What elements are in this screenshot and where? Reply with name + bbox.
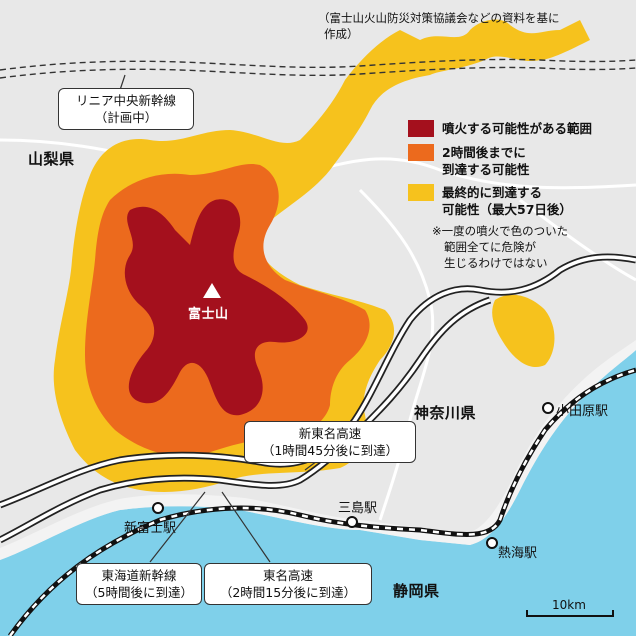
legend-item-crater: 噴火する可能性がある範囲 <box>408 120 592 137</box>
legend-note: ※一度の噴火で色のついた 範囲全てに危険が 生じるわけではない <box>432 224 569 270</box>
final-reach-zone-east <box>492 294 555 368</box>
legend-swatch-final <box>408 184 434 201</box>
tomei-callout-line1: 東名高速 <box>262 568 313 583</box>
leader-line <box>221 491 271 563</box>
source-note-line2: 作成） <box>324 27 359 41</box>
linear-shinkansen-line <box>0 66 636 79</box>
station-label-shinfuji: 新富士駅 <box>124 521 177 536</box>
station-dot-icon <box>152 502 164 514</box>
tomei-callout: 東名高速 （2時間15分後に到達） <box>204 563 372 605</box>
source-note-line1: （富士山火山防災対策協議会などの資料を基に <box>318 11 560 25</box>
shintomei-callout: 新東名高速 （1時間45分後に到達） <box>244 421 416 463</box>
legend-item-final: 最終的に到達する 可能性（最大57日後） <box>408 184 572 218</box>
station-label-odawara: 小田原駅 <box>556 404 609 419</box>
crater-zone <box>124 199 308 416</box>
tokaido-callout-line1: 東海道新幹線 <box>101 568 177 583</box>
legend-item-two-hour: 2時間後までに 到達する可能性 <box>408 144 530 178</box>
tomei-expressway-inner <box>0 298 491 542</box>
station-dot-icon <box>486 537 498 549</box>
legend-swatch-crater <box>408 120 434 137</box>
station-label-mishima: 三島駅 <box>338 501 378 516</box>
linear-callout-line2: （計画中） <box>94 110 158 125</box>
place-label-fujisan: 富士山 <box>188 307 229 322</box>
place-label-yamanashi: 山梨県 <box>28 150 75 168</box>
linear-shinkansen-callout: リニア中央新幹線 （計画中） <box>58 88 194 130</box>
scale-label: 10km <box>552 598 586 612</box>
shintomei-callout-line1: 新東名高速 <box>298 426 362 441</box>
station-dot-icon <box>346 516 358 528</box>
linear-shinkansen-line <box>0 58 636 71</box>
station-label-atami: 熱海駅 <box>498 546 538 561</box>
station-dot-icon <box>542 402 554 414</box>
prefecture-boundary <box>358 188 435 521</box>
source-note: （富士山火山防災対策協議会などの資料を基に 作成） <box>318 10 630 42</box>
legend-label-crater: 噴火する可能性がある範囲 <box>442 121 593 136</box>
legend-label-final: 最終的に到達する 可能性（最大57日後） <box>442 185 572 217</box>
shintomei-expressway-inner <box>0 255 636 507</box>
prefecture-boundary <box>519 198 636 282</box>
legend-swatch-two-hour <box>408 144 434 161</box>
tokaido-callout: 東海道新幹線 （5時間後に到達） <box>76 563 202 605</box>
place-label-shizuoka: 静岡県 <box>393 582 440 600</box>
tomei-callout-line2: （2時間15分後に到達） <box>219 585 357 600</box>
leader-line <box>119 74 126 91</box>
legend-label-two-hour: 2時間後までに 到達する可能性 <box>442 145 530 177</box>
linear-callout-line1: リニア中央新幹線 <box>75 93 176 108</box>
tokaido-shinkansen-inner <box>8 368 636 636</box>
tokaido-callout-line2: （5時間後に到達） <box>85 585 193 600</box>
triangle-icon <box>203 283 221 298</box>
place-label-kanagawa: 神奈川県 <box>414 404 477 422</box>
shintomei-callout-line2: （1時間45分後に到達） <box>261 443 399 458</box>
leader-line <box>149 491 206 563</box>
